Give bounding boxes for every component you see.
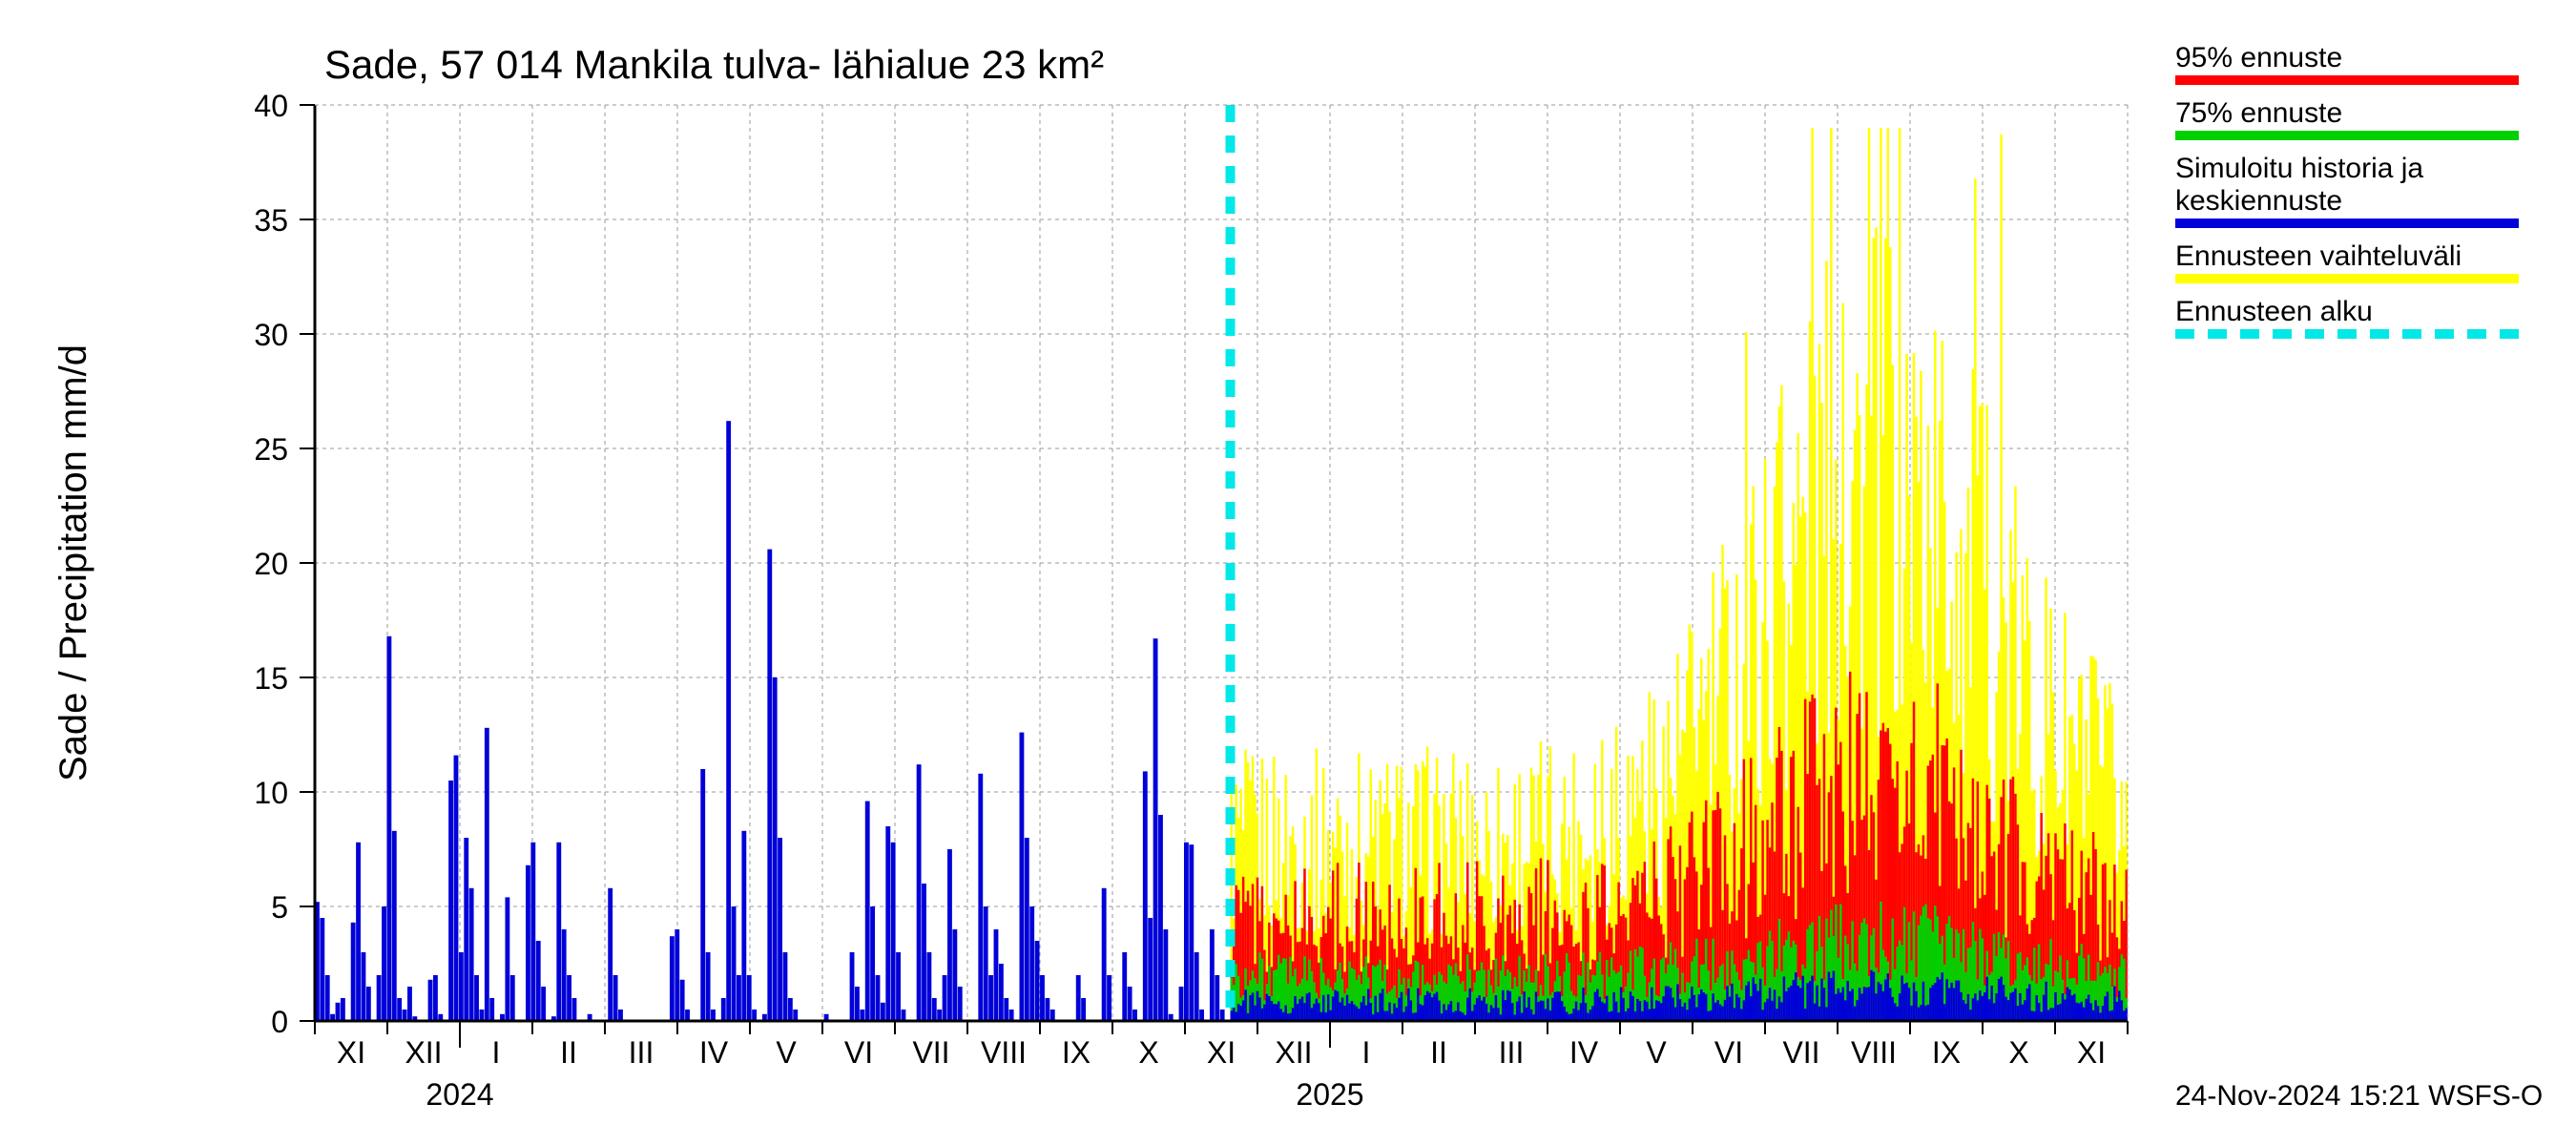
y-axis-label: Sade / Precipitation mm/d <box>52 344 94 781</box>
ytick-label: 25 <box>254 432 288 467</box>
xtick-month: XI <box>2077 1035 2106 1070</box>
xtick-month: I <box>1362 1035 1371 1070</box>
ytick-label: 15 <box>254 661 288 696</box>
xtick-month: VIII <box>1851 1035 1897 1070</box>
footer-timestamp: 24-Nov-2024 15:21 WSFS-O <box>2175 1080 2543 1112</box>
xtick-month: III <box>629 1035 654 1070</box>
ytick-label: 40 <box>254 89 288 123</box>
xtick-month: XI <box>1207 1035 1236 1070</box>
xtick-month: X <box>2008 1035 2028 1070</box>
xtick-month: III <box>1499 1035 1525 1070</box>
xtick-month: VIII <box>981 1035 1027 1070</box>
legend-label: keskiennuste <box>2175 185 2342 217</box>
ytick-label: 5 <box>271 890 288 925</box>
ytick-label: 30 <box>254 318 288 352</box>
xtick-month: V <box>776 1035 797 1070</box>
precipitation-chart: 0510152025303540XIXIIIIIIIIIVVVIVIIVIIII… <box>0 0 2576 1145</box>
chart-title: Sade, 57 014 Mankila tulva- lähialue 23 … <box>324 42 1104 87</box>
ytick-label: 20 <box>254 547 288 581</box>
xtick-month: VII <box>1782 1035 1819 1070</box>
ytick-label: 35 <box>254 203 288 238</box>
xtick-month: XI <box>337 1035 365 1070</box>
xtick-month: VI <box>844 1035 873 1070</box>
ytick-label: 0 <box>271 1005 288 1039</box>
legend-label: 75% ennuste <box>2175 97 2342 129</box>
xtick-year: 2025 <box>1296 1077 1363 1112</box>
xtick-month: IV <box>1569 1035 1599 1070</box>
legend-label: 95% ennuste <box>2175 42 2342 73</box>
legend-label: Simuloitu historia ja <box>2175 153 2423 184</box>
xtick-month: V <box>1646 1035 1667 1070</box>
legend-label: Ennusteen vaihteluväli <box>2175 240 2462 272</box>
xtick-year: 2024 <box>426 1077 493 1112</box>
xtick-month: XII <box>1275 1035 1312 1070</box>
xtick-month: I <box>492 1035 501 1070</box>
xtick-month: II <box>1430 1035 1447 1070</box>
xtick-month: VII <box>912 1035 949 1070</box>
xtick-month: XII <box>405 1035 442 1070</box>
xtick-month: X <box>1138 1035 1158 1070</box>
ytick-label: 10 <box>254 776 288 810</box>
legend-label: Ennusteen alku <box>2175 296 2373 327</box>
xtick-month: IV <box>699 1035 729 1070</box>
xtick-month: IX <box>1932 1035 1961 1070</box>
xtick-month: IX <box>1062 1035 1091 1070</box>
xtick-month: II <box>560 1035 577 1070</box>
xtick-month: VI <box>1714 1035 1743 1070</box>
